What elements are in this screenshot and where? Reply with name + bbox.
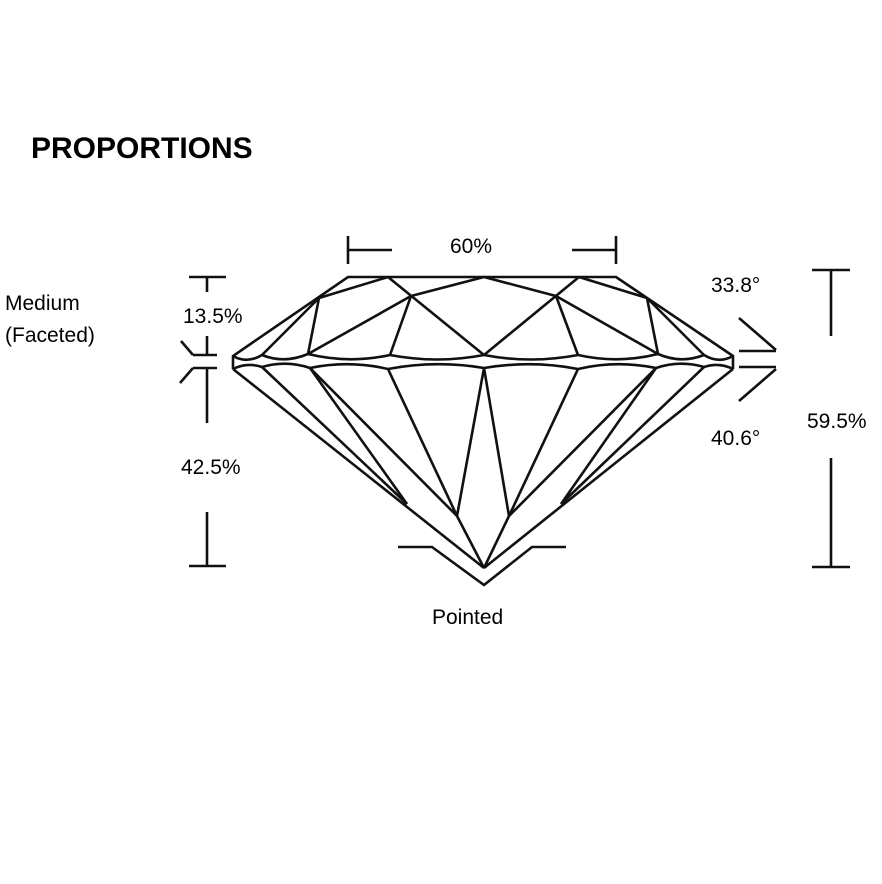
pavilion-depth-label: 42.5% — [181, 456, 241, 479]
table-dimension-marker — [346, 236, 618, 264]
total-depth-label: 59.5% — [807, 410, 867, 433]
pavilion-depth-marker — [179, 366, 226, 568]
girdle-label-line2: (Faceted) — [5, 324, 95, 347]
page-title: PROPORTIONS — [31, 132, 253, 165]
girdle-label-line1: Medium — [5, 292, 80, 315]
crown-angle-label: 33.8° — [711, 274, 761, 297]
culet-marker — [398, 545, 566, 587]
pavilion-angle-label: 40.6° — [711, 427, 761, 450]
table-percent-label: 60% — [450, 235, 493, 258]
total-depth-marker — [812, 268, 850, 569]
angle-markers — [738, 317, 777, 402]
crown-height-marker — [180, 275, 226, 357]
crown-height-label: 13.5% — [183, 305, 243, 328]
culet-label: Pointed — [432, 606, 504, 629]
diamond-outline — [231, 275, 735, 570]
